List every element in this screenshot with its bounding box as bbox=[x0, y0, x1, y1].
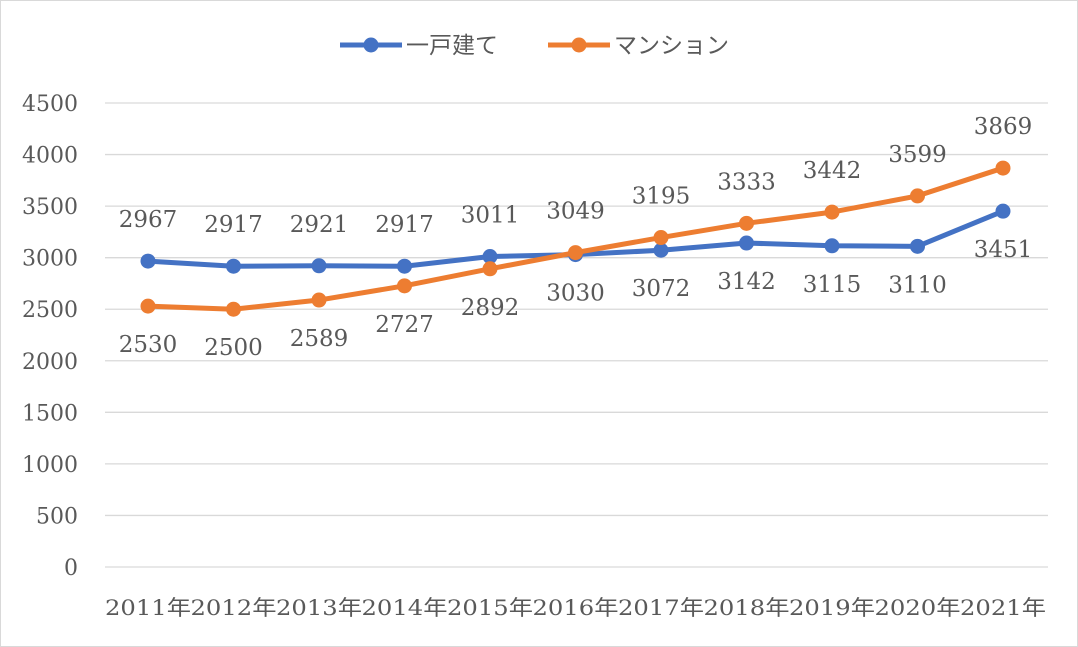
data-point bbox=[824, 204, 840, 220]
x-tick-label: 2018年 bbox=[704, 596, 790, 620]
data-label: 3110 bbox=[888, 272, 947, 298]
legend-label: マンション bbox=[614, 33, 729, 59]
x-tick-label: 2019年 bbox=[789, 596, 875, 620]
data-point bbox=[995, 160, 1011, 176]
legend: 一戸建て マンション bbox=[340, 33, 729, 59]
data-label: 2967 bbox=[119, 207, 178, 233]
y-axis-ticks: 0 500 1000 1500 2000 2500 3000 3500 4000 4500 bbox=[22, 92, 78, 581]
y-tick-label: 500 bbox=[36, 504, 78, 529]
x-tick-label: 2015年 bbox=[447, 596, 533, 620]
data-point bbox=[739, 215, 754, 231]
data-label: 3333 bbox=[717, 169, 776, 195]
y-tick-label: 4500 bbox=[22, 92, 78, 117]
y-tick-label: 0 bbox=[64, 556, 78, 581]
x-tick-label: 2017年 bbox=[618, 596, 704, 620]
data-label: 2921 bbox=[290, 212, 349, 238]
y-tick-label: 2000 bbox=[22, 350, 78, 375]
data-label: 3030 bbox=[546, 281, 605, 307]
y-tick-label: 1500 bbox=[22, 401, 78, 426]
data-point bbox=[653, 230, 669, 246]
y-tick-label: 2500 bbox=[22, 298, 78, 323]
data-point bbox=[140, 253, 156, 269]
data-point bbox=[311, 258, 327, 274]
data-point bbox=[226, 301, 241, 317]
data-point bbox=[910, 188, 925, 204]
data-label: 3011 bbox=[461, 203, 520, 229]
data-point bbox=[226, 258, 241, 274]
data-point bbox=[568, 245, 583, 261]
data-point bbox=[311, 292, 327, 308]
data-label: 2500 bbox=[204, 335, 263, 361]
data-label: 3442 bbox=[803, 158, 862, 184]
data-point bbox=[910, 238, 925, 254]
y-tick-label: 1000 bbox=[22, 453, 78, 478]
data-point bbox=[140, 298, 156, 314]
gridlines bbox=[105, 102, 1048, 568]
data-label: 3869 bbox=[974, 114, 1033, 140]
data-point bbox=[397, 258, 412, 274]
y-tick-label: 4000 bbox=[22, 144, 78, 169]
data-label: 3195 bbox=[632, 184, 691, 210]
data-label: 3599 bbox=[888, 142, 947, 168]
x-axis-ticks: 2011年 2012年 2013年 2014年 2015年 2016年 2017年 2018年… bbox=[105, 596, 1046, 620]
data-label: 2589 bbox=[290, 326, 349, 352]
x-tick-label: 2016年 bbox=[533, 596, 619, 620]
data-point bbox=[653, 242, 669, 258]
data-label: 2727 bbox=[375, 312, 434, 338]
data-label: 2530 bbox=[119, 332, 178, 358]
y-tick-label: 3000 bbox=[22, 247, 78, 272]
data-point bbox=[397, 278, 412, 294]
data-point bbox=[482, 249, 498, 265]
data-label: 3451 bbox=[974, 237, 1033, 263]
legend-marker-0 bbox=[363, 37, 379, 53]
data-label: 2917 bbox=[375, 212, 434, 238]
data-label: 3072 bbox=[632, 276, 691, 302]
data-labels: 2967 2917 2921 2917 3011 3030 3072 3142 3115 3110… bbox=[119, 114, 1033, 361]
x-tick-label: 2014年 bbox=[362, 596, 448, 620]
data-point bbox=[482, 261, 498, 277]
series-lines bbox=[140, 160, 1011, 317]
legend-marker-1 bbox=[571, 37, 587, 53]
data-label: 3142 bbox=[717, 269, 776, 295]
data-label: 3115 bbox=[803, 272, 862, 298]
data-point bbox=[995, 203, 1011, 219]
y-tick-label: 3500 bbox=[22, 195, 78, 220]
x-tick-label: 2021年 bbox=[960, 596, 1046, 620]
x-tick-label: 2013年 bbox=[276, 596, 362, 620]
x-tick-label: 2012年 bbox=[191, 596, 277, 620]
x-tick-label: 2020年 bbox=[875, 596, 961, 620]
data-point bbox=[739, 235, 754, 251]
data-label: 3049 bbox=[546, 199, 605, 225]
data-label: 2917 bbox=[204, 212, 263, 238]
x-tick-label: 2011年 bbox=[105, 596, 191, 620]
legend-label: 一戸建て bbox=[406, 33, 498, 59]
data-label: 2892 bbox=[461, 295, 520, 321]
data-point bbox=[824, 238, 840, 254]
